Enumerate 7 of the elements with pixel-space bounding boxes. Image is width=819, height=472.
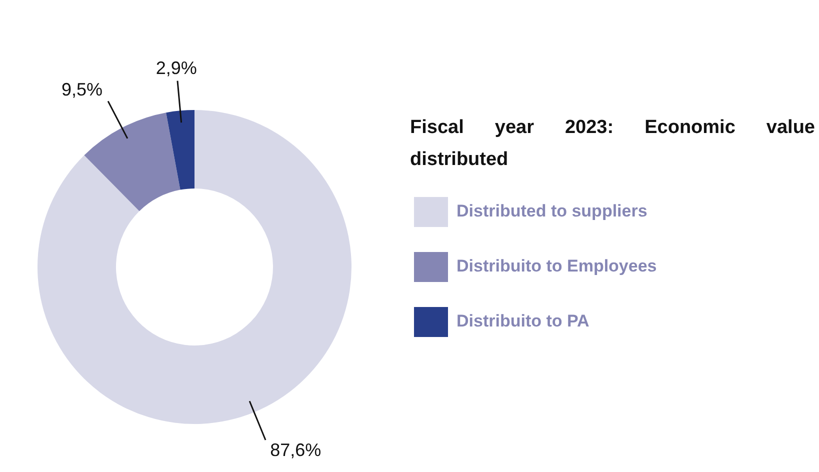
- data-label: 2,9%: [156, 58, 197, 78]
- data-label: 87,6%: [270, 440, 322, 460]
- legend-label: Distribuito to PA: [456, 312, 590, 331]
- legend-label: Distribuito to Employees: [456, 256, 657, 276]
- text: Fiscal year 2023: Economic value distributed: [410, 116, 815, 172]
- legend-label: Distributed to suppliers: [456, 202, 648, 221]
- data-label: 9,5%: [61, 80, 102, 100]
